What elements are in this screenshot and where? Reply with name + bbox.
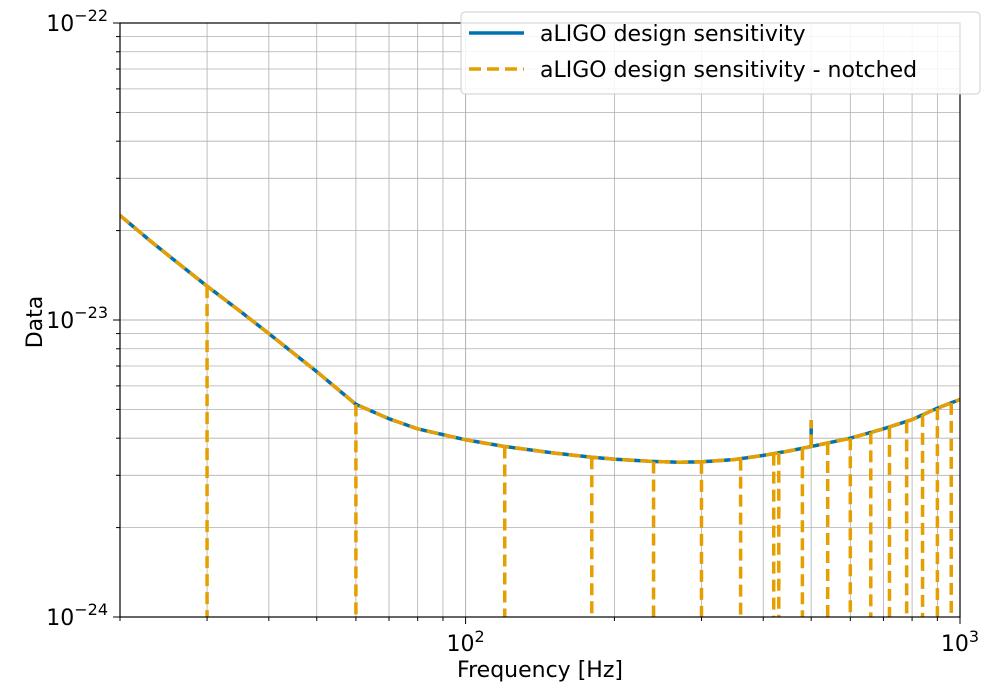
series-notched-line xyxy=(120,214,960,464)
legend-box xyxy=(460,11,981,95)
legend-label-design: aLIGO design sensitivity xyxy=(540,22,806,47)
x-tick-label: 103 xyxy=(941,627,979,657)
axis-ticks: 102 103 10−24 10−23 10−22 xyxy=(46,6,979,657)
y-tick-label: 10−22 xyxy=(46,6,108,37)
x-axis-label: Frequency [Hz] xyxy=(457,658,623,683)
x-tick-label: 102 xyxy=(446,627,484,657)
legend-label-notched: aLIGO design sensitivity - notched xyxy=(540,58,917,83)
grid xyxy=(119,22,961,618)
y-tick-label: 10−24 xyxy=(46,600,108,631)
legend: aLIGO design sensitivity aLIGO design se… xyxy=(460,11,981,95)
y-tick-label: 10−23 xyxy=(46,303,108,334)
series-design-line xyxy=(120,214,960,464)
y-axis-label: Data xyxy=(23,296,48,349)
series-layer xyxy=(120,214,960,617)
